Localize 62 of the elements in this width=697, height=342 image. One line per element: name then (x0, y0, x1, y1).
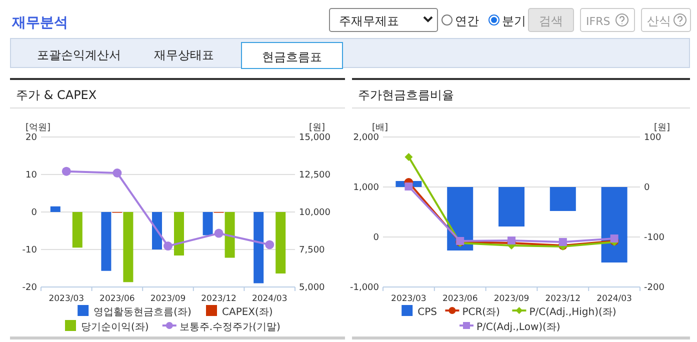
y2-tick-label: 100 (644, 133, 662, 143)
y-tick-label: -1,000 (350, 283, 380, 293)
point (62, 166, 71, 176)
legend-label: CAPEX(좌) (222, 307, 273, 318)
text: 재무분석 (11, 15, 68, 31)
y-tick-label: 20 (26, 133, 38, 143)
text: IFRS (586, 15, 610, 28)
x-tick-label: 2023/12 (201, 294, 236, 304)
legend-label: P/C(Adj.,High)(좌) (529, 307, 616, 318)
dropdown-field: 주재무제표 (329, 8, 438, 32)
y2-tick-label: -100 (644, 233, 665, 243)
text: 연간 (455, 14, 479, 28)
x-tick-label: 2023/03 (391, 294, 426, 304)
text: 포괄손익계산서 (37, 48, 121, 62)
point (112, 168, 122, 178)
point (404, 182, 413, 190)
legend-label: 당기순이익(좌) (81, 322, 149, 333)
y2-tick-label: 0 (644, 183, 650, 193)
text: 재무상태표 (154, 48, 214, 62)
y2-axis-title: [원] (308, 123, 326, 133)
legend-label: 보통주.수정주가(기말) (179, 322, 280, 333)
y-tick-label: -20 (22, 283, 38, 293)
y-tick-label: 1,000 (353, 183, 380, 193)
point (164, 242, 172, 251)
point (265, 240, 274, 250)
y2-tick-label: 12,500 (299, 170, 331, 180)
y-tick-label: 0 (373, 233, 380, 243)
point (508, 236, 516, 244)
y2-tick-label: 10,000 (299, 208, 331, 218)
y2-tick-label: -200 (644, 283, 665, 293)
y-tick-label: 10 (26, 170, 38, 180)
y2-tick-label: 5,000 (299, 283, 326, 293)
legend-label: PCR(좌) (462, 307, 500, 318)
y-tick-label: -10 (22, 246, 38, 256)
x-tick-label: 2023/09 (494, 294, 530, 304)
y2-axis-title: [원] (654, 123, 670, 133)
y-tick-label: 2,000 (353, 133, 380, 143)
y-tick-label: 0 (31, 208, 38, 218)
point (404, 153, 413, 161)
text: 분기 (502, 14, 526, 28)
x-tick-label: 2023/12 (545, 294, 581, 304)
legend-label: P/C(Adj.,Low)(좌) (476, 322, 560, 333)
chart-title: 주가현금흐름비율 (358, 88, 454, 102)
x-tick-label: 2024/03 (596, 294, 632, 304)
x-tick-label: 2023/06 (442, 294, 478, 304)
legend-label: CPS (418, 307, 437, 318)
x-tick-label: 2023/06 (100, 294, 135, 304)
text: 검색 (539, 14, 563, 28)
legend-label: 영업활동현금흐름(좌) (94, 307, 192, 318)
y-axis-title: [억원] (25, 123, 51, 133)
x-tick-label: 2023/03 (48, 294, 84, 304)
x-tick-label: 2024/03 (252, 294, 288, 304)
point (558, 238, 567, 246)
y2-tick-label: 7,500 (299, 246, 326, 256)
y-axis-title: [배] (372, 123, 388, 133)
x-tick-label: 2023/09 (150, 294, 186, 304)
text: 산식 (647, 14, 671, 28)
y2-tick-label: 15,000 (299, 133, 331, 143)
chart-title: 주가 & CAPEX (16, 88, 97, 102)
point (610, 234, 618, 242)
point (214, 228, 224, 238)
text: 현금흐름표 (262, 50, 322, 64)
